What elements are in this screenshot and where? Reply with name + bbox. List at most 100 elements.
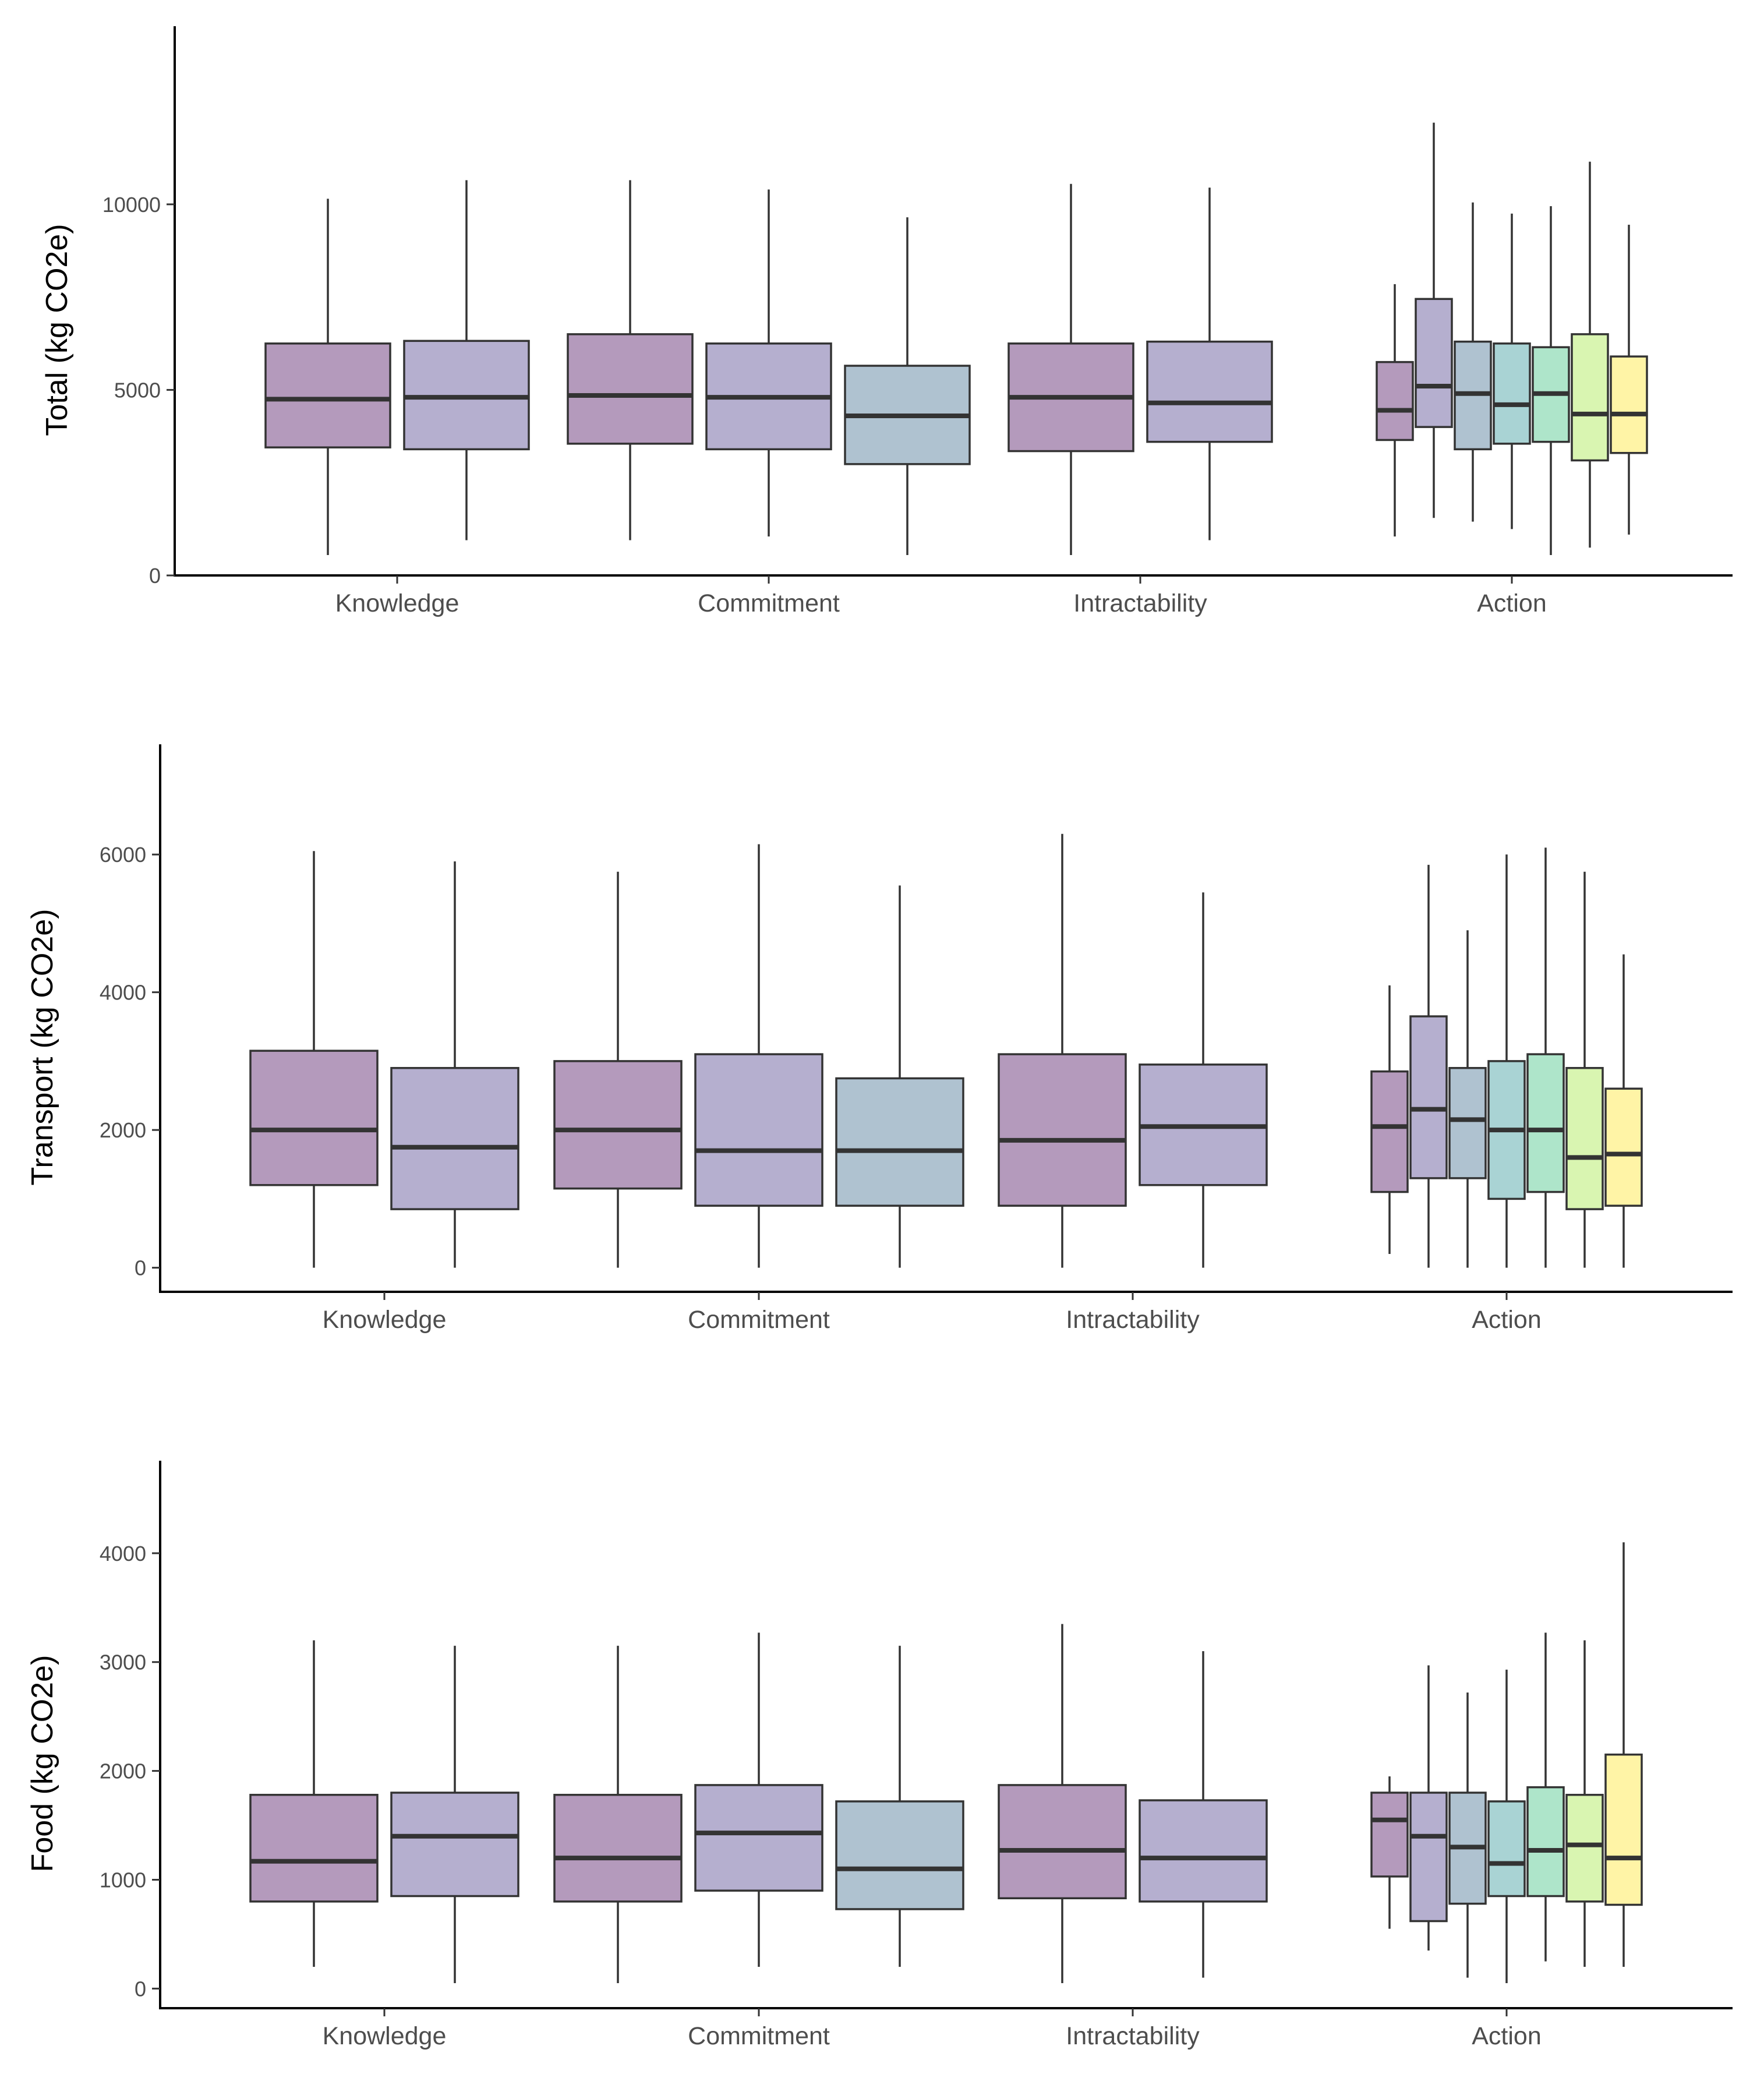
y-tick-label: 0 (149, 564, 161, 588)
box-action-1 (1370, 1776, 1409, 1929)
box-knowledge-1 (264, 199, 391, 555)
y-tick-label: 2000 (100, 1118, 146, 1142)
y-tick-label: 3000 (100, 1651, 146, 1674)
iqr-box (249, 1050, 379, 1186)
box-action-3 (1448, 930, 1487, 1268)
iqr-box (1370, 1792, 1409, 1878)
y-tick-label: 2000 (100, 1759, 146, 1783)
category-label: Commitment (698, 589, 840, 617)
iqr-box (1571, 333, 1609, 462)
box-commitment-1 (553, 871, 683, 1268)
category-label: Action (1477, 589, 1547, 617)
category-label: Commitment (688, 1306, 830, 1334)
category-label: Intractability (1073, 589, 1207, 617)
box-action-3 (1448, 1693, 1487, 1978)
y-tick-label: 10000 (102, 193, 161, 217)
box-commitment-3 (835, 885, 964, 1268)
y-tick-label: 4000 (100, 981, 146, 1005)
box-commitment-1 (567, 180, 694, 540)
y-tick-label: 5000 (114, 378, 161, 402)
box-commitment-2 (694, 1633, 823, 1967)
panel-2: 0 2000 4000 6000 Transport (kg CO2e) Knowledg… (26, 744, 1733, 1334)
iqr-box (567, 333, 694, 445)
iqr-box (835, 1800, 964, 1910)
box-intractability-2 (1139, 892, 1268, 1268)
iqr-box (1415, 298, 1453, 428)
box-action-6 (1565, 871, 1604, 1268)
box-action-6 (1565, 1640, 1604, 1967)
iqr-box (694, 1053, 823, 1207)
iqr-box (1565, 1066, 1604, 1210)
category-label: Commitment (688, 2022, 830, 2050)
box-intractability-2 (1146, 188, 1273, 540)
box-commitment-2 (694, 844, 823, 1268)
iqr-box (249, 1793, 379, 1903)
box-action-4 (1487, 1669, 1526, 1984)
iqr-box (835, 1077, 964, 1207)
iqr-box (1146, 340, 1273, 443)
iqr-box (1604, 1753, 1643, 1906)
box-action-6 (1571, 161, 1609, 548)
y-axis-title: Transport (kg CO2e) (26, 909, 59, 1186)
category-label: Knowledge (323, 2022, 447, 2050)
box-action-5 (1532, 206, 1570, 555)
box-intractability-1 (998, 1624, 1127, 1984)
iqr-box (1565, 1793, 1604, 1903)
y-axis-title: Food (kg CO2e) (26, 1655, 59, 1872)
iqr-box (1526, 1786, 1565, 1898)
box-action-2 (1415, 122, 1453, 518)
y-tick-label: 4000 (100, 1542, 146, 1566)
box-intractability-1 (1008, 183, 1134, 555)
category-label: Action (1472, 1306, 1542, 1334)
box-commitment-1 (553, 1645, 683, 1984)
iqr-box (1448, 1066, 1487, 1179)
iqr-box (1409, 1015, 1448, 1179)
iqr-box (998, 1784, 1127, 1900)
box-action-3 (1454, 202, 1492, 522)
iqr-box (264, 342, 391, 448)
iqr-box (1139, 1799, 1268, 1903)
iqr-box (1604, 1087, 1643, 1207)
panel-3: 0 1000 2000 3000 4000 Food (kg CO2e) Knowledge… (26, 1461, 1733, 2050)
box-action-5 (1526, 1633, 1565, 1962)
box-action-7 (1610, 224, 1648, 535)
box-knowledge-2 (403, 180, 530, 540)
category-label: Action (1472, 2022, 1542, 2050)
box-action-2 (1409, 1665, 1448, 1951)
box-action-1 (1376, 284, 1414, 537)
box-knowledge-2 (390, 1645, 519, 1984)
box-commitment-2 (705, 189, 832, 537)
iqr-box (1610, 355, 1648, 454)
box-knowledge-2 (390, 861, 519, 1268)
category-label: Intractability (1066, 1306, 1200, 1334)
iqr-box (998, 1053, 1127, 1207)
category-label: Intractability (1066, 2022, 1200, 2050)
iqr-box (1526, 1053, 1565, 1193)
iqr-box (1487, 1800, 1526, 1898)
box-intractability-1 (998, 833, 1127, 1268)
box-knowledge-1 (249, 851, 379, 1268)
iqr-box (1493, 342, 1531, 445)
box-action-1 (1370, 985, 1409, 1254)
iqr-box (390, 1066, 519, 1210)
y-tick-label: 0 (135, 1256, 146, 1280)
box-action-4 (1493, 213, 1531, 529)
y-tick-label: 0 (135, 1977, 146, 2001)
box-action-7 (1604, 1542, 1643, 1967)
iqr-box (1376, 361, 1414, 441)
iqr-box (694, 1784, 823, 1892)
iqr-box (1409, 1792, 1448, 1923)
iqr-box (1370, 1070, 1409, 1193)
panel-1: 0 5000 10000 Total (kg CO2e) Knowledge Commit… (40, 26, 1733, 617)
y-tick-label: 6000 (100, 843, 146, 867)
y-axis-title: Total (kg CO2e) (40, 224, 74, 436)
box-action-5 (1526, 847, 1565, 1268)
iqr-box (553, 1793, 683, 1903)
iqr-box (553, 1060, 683, 1190)
box-intractability-2 (1139, 1651, 1268, 1978)
box-action-2 (1409, 864, 1448, 1268)
iqr-box (390, 1792, 519, 1898)
box-action-4 (1487, 854, 1526, 1268)
